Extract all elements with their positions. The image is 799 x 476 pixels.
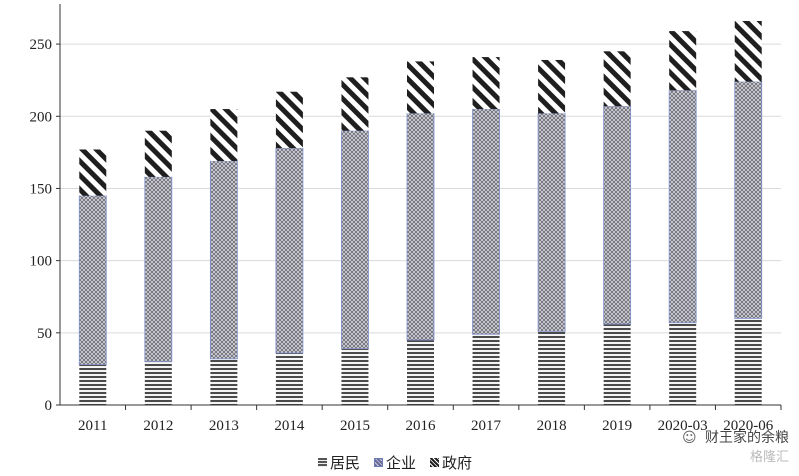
y-tick-label: 200 bbox=[30, 109, 53, 125]
legend-swatch-government bbox=[430, 458, 440, 467]
x-tick-label: 2018 bbox=[537, 418, 567, 434]
legend-item-residents: 居民 bbox=[318, 452, 360, 473]
bar-segment-enterprises bbox=[472, 108, 500, 335]
legend-label-residents: 居民 bbox=[330, 454, 361, 472]
bar-segment-residents bbox=[341, 348, 369, 405]
legend-label-government: 政府 bbox=[442, 454, 473, 472]
x-tick-label: 2016 bbox=[406, 418, 437, 434]
bar-segment-residents bbox=[538, 331, 566, 405]
x-tick-label: 2015 bbox=[340, 418, 370, 434]
bar-segment-enterprises bbox=[406, 112, 435, 341]
bar-segment-residents bbox=[669, 322, 697, 405]
wechat-icon: ☺ bbox=[681, 430, 697, 446]
bar-segment-government bbox=[341, 77, 369, 131]
axes: 0 50 100 150 200 250 2011 2012 2013 2014 2015 2016 2… bbox=[30, 4, 782, 434]
bar-segment-residents bbox=[734, 318, 762, 405]
x-tick-label: 2014 bbox=[274, 418, 305, 434]
x-tick-label: 2020-03 bbox=[658, 418, 708, 434]
bar-segment-enterprises bbox=[734, 81, 763, 319]
x-tick-label: 2011 bbox=[78, 418, 107, 434]
y-tick-label: 100 bbox=[30, 254, 53, 270]
bar-segment-government bbox=[734, 20, 762, 82]
watermark-logo-text: 格隆汇 bbox=[749, 450, 789, 465]
bar-segment-residents bbox=[210, 358, 238, 405]
y-tick-label: 0 bbox=[45, 398, 53, 414]
x-tick-label: 2020-06 bbox=[723, 418, 773, 434]
bar-segment-government bbox=[669, 31, 697, 91]
legend-swatch-enterprises bbox=[374, 458, 384, 467]
legend-item-enterprises: 企业 bbox=[374, 452, 416, 473]
bar-segment-government bbox=[472, 57, 500, 110]
x-tick-label: 2019 bbox=[602, 418, 632, 434]
bar-segment-enterprises bbox=[209, 160, 238, 360]
bar-segment-government bbox=[603, 51, 631, 107]
bar-segment-enterprises bbox=[603, 105, 632, 325]
legend-label-enterprises: 企业 bbox=[386, 454, 417, 472]
bar-segment-residents bbox=[79, 364, 107, 405]
bar-segment-enterprises bbox=[668, 89, 697, 324]
bar-segment-government bbox=[538, 59, 566, 114]
legend: 居民 企业 政府 bbox=[318, 452, 472, 473]
legend-swatch-residents bbox=[318, 458, 327, 467]
bar-segment-residents bbox=[472, 334, 500, 405]
bar-segment-residents bbox=[407, 340, 434, 405]
bar-segment-government bbox=[407, 61, 434, 114]
x-tick-label: 2013 bbox=[209, 418, 239, 434]
bar-segment-government bbox=[79, 149, 107, 196]
watermark: ☺ 财王家的余粮 格隆汇 bbox=[682, 428, 789, 468]
bar-segment-government bbox=[144, 130, 172, 177]
watermark-account-name: 财王家的余粮 bbox=[705, 430, 789, 446]
bar-segment-enterprises bbox=[537, 112, 566, 332]
legend-item-government: 政府 bbox=[430, 452, 472, 473]
bar-segment-enterprises bbox=[78, 195, 107, 365]
bar-segment-residents bbox=[144, 361, 172, 405]
bars bbox=[78, 20, 763, 405]
x-tick-label: 2017 bbox=[471, 418, 502, 434]
bar-segment-enterprises bbox=[275, 147, 304, 354]
bar-segment-government bbox=[275, 91, 303, 149]
y-tick-label: 150 bbox=[30, 181, 53, 197]
bar-segment-residents bbox=[275, 353, 303, 405]
y-tick-label: 50 bbox=[37, 326, 52, 342]
bar-segment-enterprises bbox=[341, 130, 369, 350]
bar-segment-residents bbox=[603, 324, 631, 405]
bar-segment-enterprises bbox=[144, 176, 173, 363]
x-tick-label: 2012 bbox=[143, 418, 173, 434]
bar-segment-government bbox=[210, 109, 238, 162]
y-tick-label: 250 bbox=[30, 37, 53, 53]
